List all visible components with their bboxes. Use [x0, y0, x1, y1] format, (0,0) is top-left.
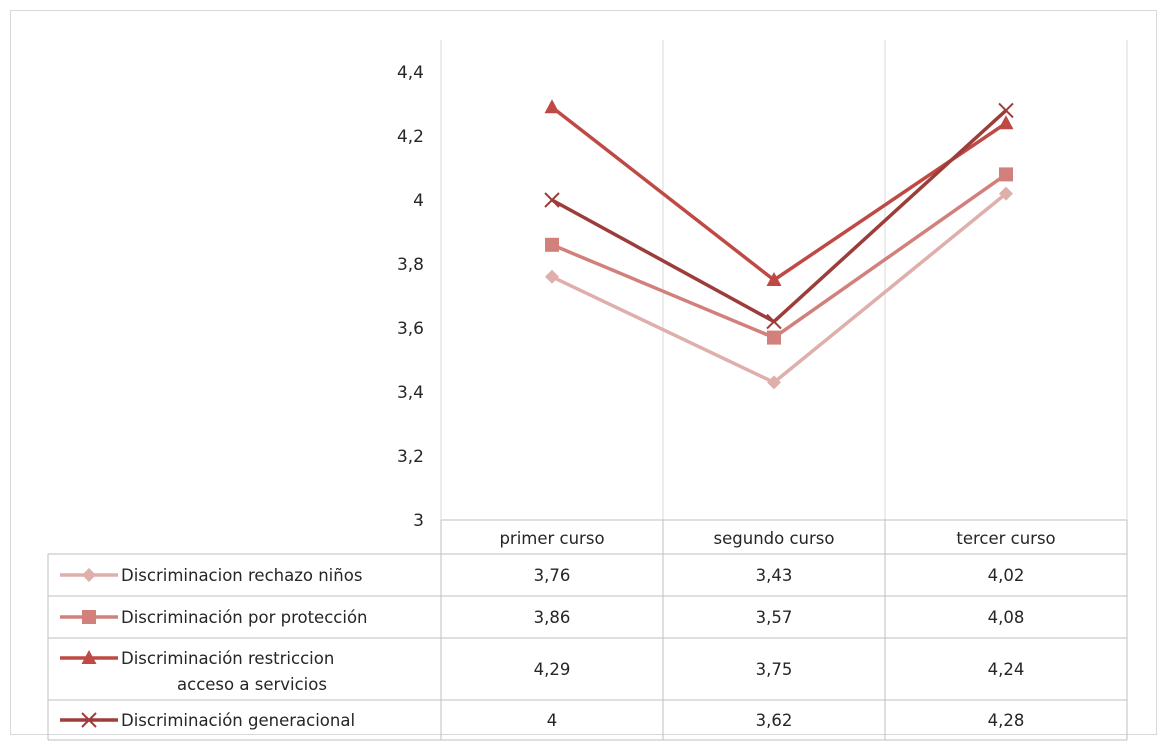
value-label-2-1: 3,75 — [756, 660, 793, 679]
legend-key-marker-3 — [81, 712, 97, 728]
value-label-1-0: 3,86 — [534, 608, 571, 627]
chart-border — [10, 10, 1157, 735]
series-name-0-line-0: Discriminacion rechazo niños — [121, 566, 362, 585]
series-1-point-2 — [999, 167, 1013, 182]
series-line-1 — [551, 172, 1008, 340]
value-label-0-0: 3,76 — [534, 566, 571, 585]
value-label-3-2: 4,28 — [988, 711, 1025, 730]
y-tick-label-1: 3,2 — [397, 447, 424, 467]
y-tick-label-2: 3,4 — [397, 383, 424, 403]
y-tick-label-5: 4 — [413, 191, 424, 211]
value-label-0-2: 4,02 — [988, 566, 1025, 585]
category-label-0: primer curso — [499, 529, 604, 548]
series-1-point-1 — [767, 330, 781, 345]
y-tick-label-4: 3,8 — [397, 255, 424, 275]
series-line-2 — [550, 105, 1007, 282]
category-label-2: tercer curso — [956, 529, 1055, 548]
y-tick-label-7: 4,4 — [397, 63, 424, 83]
value-label-2-2: 4,24 — [988, 660, 1025, 679]
series-0-point-2 — [999, 186, 1013, 201]
series-2-point-2 — [998, 115, 1014, 130]
series-name-2-line-1: acceso a servicios — [177, 675, 327, 694]
series-1-point-0 — [545, 237, 559, 252]
value-label-1-1: 3,57 — [756, 608, 793, 627]
y-tick-label-6: 4,2 — [397, 127, 424, 147]
legend-key-marker-2 — [81, 650, 97, 664]
series-name-1-line-0: Discriminación por protección — [121, 608, 368, 627]
series-line-3 — [551, 109, 1008, 324]
series-3-point-0 — [544, 192, 560, 208]
category-label-1: segundo curso — [714, 529, 835, 548]
y-tick-label-3: 3,6 — [397, 319, 424, 339]
value-label-3-1: 3,62 — [756, 711, 793, 730]
series-2-point-0 — [544, 99, 560, 114]
legend-key-marker-0 — [82, 568, 96, 582]
value-label-2-0: 4,29 — [534, 660, 571, 679]
series-0-point-0 — [545, 269, 559, 284]
series-3-point-1 — [766, 313, 782, 330]
value-label-1-2: 4,08 — [988, 608, 1025, 627]
series-3-point-2 — [998, 102, 1014, 119]
series-name-2-line-0: Discriminación restriccion — [121, 649, 334, 668]
series-name-3-line-0: Discriminación generacional — [121, 711, 355, 730]
legend-key-marker-1 — [82, 610, 96, 624]
value-label-0-1: 3,43 — [756, 566, 793, 585]
value-label-3-0: 4 — [547, 711, 558, 730]
y-tick-label-0: 3 — [413, 511, 424, 531]
series-0-point-1 — [767, 375, 781, 390]
series-2-point-1 — [766, 272, 782, 286]
